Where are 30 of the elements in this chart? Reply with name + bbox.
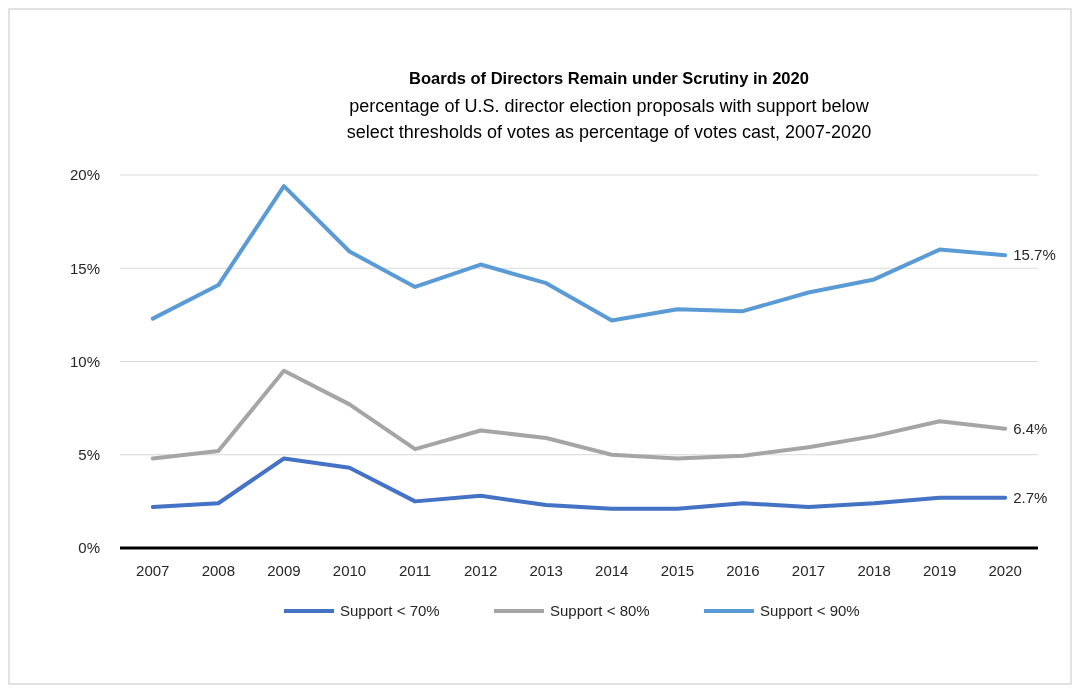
x-tick-label: 2008 (201, 562, 236, 579)
x-tick-label: 2019 (922, 562, 957, 579)
line-series (150, 184, 1008, 323)
chart-title: Boards of Directors Remain under Scrutiny in 2020 (409, 69, 809, 87)
line-series (150, 456, 1008, 511)
x-tick-label: 2013 (529, 562, 563, 579)
y-tick-label: 20% (69, 166, 100, 184)
x-tick-label: 2007 (136, 562, 170, 579)
x-tick-label: 2010 (332, 562, 367, 579)
y-tick-label: 0% (78, 539, 100, 557)
legend-label: Support < 70% (340, 602, 440, 620)
y-tick-label: 10% (69, 352, 100, 370)
y-tick-label: 5% (78, 446, 100, 463)
data-label: 2.7% (1013, 488, 1048, 506)
x-tick-label: 2012 (463, 562, 498, 579)
data-label: 15.7% (1013, 246, 1056, 264)
y-tick-label: 15% (69, 259, 100, 277)
x-tick-label: 2009 (267, 562, 301, 579)
data-label: 6.4% (1013, 419, 1048, 437)
legend-label: Support < 80% (550, 602, 650, 620)
x-tick-label: 2017 (791, 562, 826, 579)
x-tick-label: 2016 (726, 562, 760, 579)
line-series (150, 368, 1008, 461)
legend-label: Support < 90% (760, 602, 860, 620)
x-tick-label: 2014 (595, 562, 629, 579)
chart-subtitle: percentage of U.S. director election proposals with support below select thresholds of votes as percentage of votes cast, 2007-2020 (346, 96, 872, 142)
x-tick-label: 2018 (857, 562, 891, 579)
x-tick-label: 2015 (660, 562, 695, 579)
x-tick-label: 2020 (988, 562, 1022, 579)
x-tick-label: 2011 (398, 562, 432, 579)
